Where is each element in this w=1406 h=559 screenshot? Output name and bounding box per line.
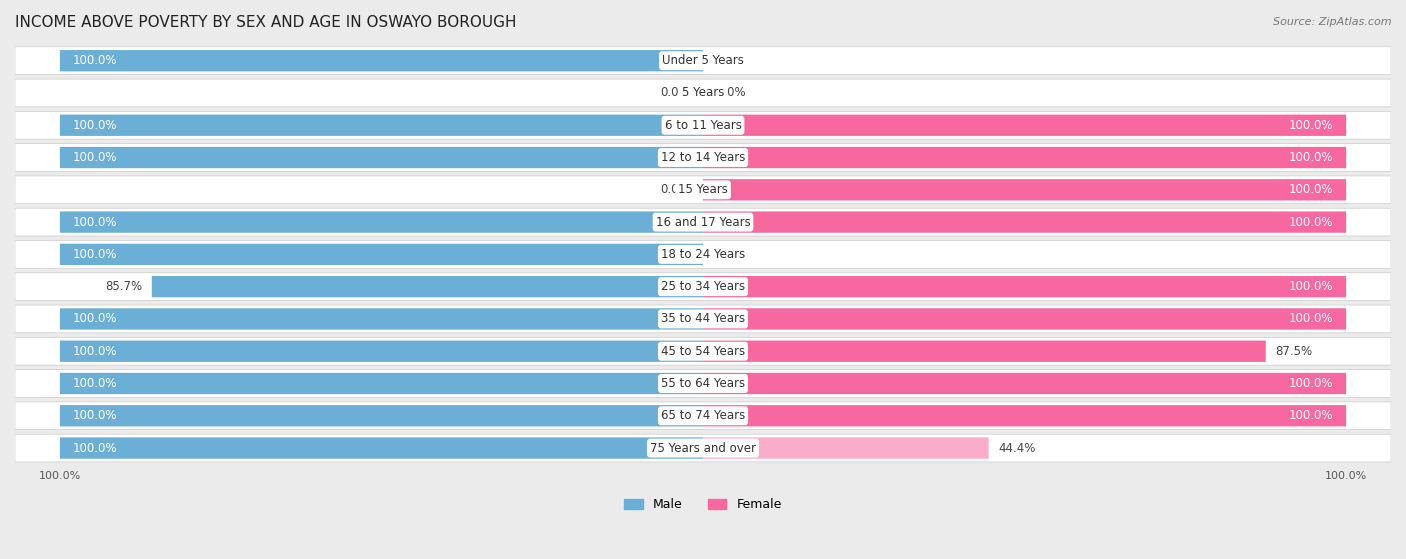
FancyBboxPatch shape (152, 276, 703, 297)
FancyBboxPatch shape (15, 273, 1391, 301)
Text: 100.0%: 100.0% (73, 119, 117, 132)
FancyBboxPatch shape (703, 405, 1346, 427)
FancyBboxPatch shape (703, 340, 1265, 362)
FancyBboxPatch shape (60, 211, 703, 233)
Text: 100.0%: 100.0% (1289, 119, 1333, 132)
FancyBboxPatch shape (15, 337, 1391, 365)
Text: 100.0%: 100.0% (73, 151, 117, 164)
FancyBboxPatch shape (15, 111, 1391, 139)
Text: 15 Years: 15 Years (678, 183, 728, 196)
FancyBboxPatch shape (60, 373, 703, 394)
Text: 0.0%: 0.0% (716, 87, 745, 100)
Text: 0.0%: 0.0% (661, 183, 690, 196)
Text: Under 5 Years: Under 5 Years (662, 54, 744, 67)
Text: 100.0%: 100.0% (73, 377, 117, 390)
FancyBboxPatch shape (703, 437, 988, 459)
Text: 16 and 17 Years: 16 and 17 Years (655, 216, 751, 229)
Text: 0.0%: 0.0% (716, 248, 745, 261)
Text: 100.0%: 100.0% (73, 345, 117, 358)
FancyBboxPatch shape (15, 144, 1391, 172)
Text: 100.0%: 100.0% (73, 409, 117, 422)
FancyBboxPatch shape (703, 373, 1346, 394)
FancyBboxPatch shape (703, 211, 1346, 233)
Text: 45 to 54 Years: 45 to 54 Years (661, 345, 745, 358)
FancyBboxPatch shape (703, 179, 1346, 201)
Text: 18 to 24 Years: 18 to 24 Years (661, 248, 745, 261)
Text: 65 to 74 Years: 65 to 74 Years (661, 409, 745, 422)
Text: 100.0%: 100.0% (1289, 216, 1333, 229)
Text: 12 to 14 Years: 12 to 14 Years (661, 151, 745, 164)
FancyBboxPatch shape (15, 176, 1391, 203)
FancyBboxPatch shape (703, 115, 1346, 136)
FancyBboxPatch shape (60, 405, 703, 427)
Text: INCOME ABOVE POVERTY BY SEX AND AGE IN OSWAYO BOROUGH: INCOME ABOVE POVERTY BY SEX AND AGE IN O… (15, 15, 516, 30)
Text: Source: ZipAtlas.com: Source: ZipAtlas.com (1274, 17, 1392, 27)
Text: 6 to 11 Years: 6 to 11 Years (665, 119, 741, 132)
Text: 0.0%: 0.0% (661, 87, 690, 100)
Text: 100.0%: 100.0% (1289, 312, 1333, 325)
FancyBboxPatch shape (60, 50, 703, 72)
Text: 100.0%: 100.0% (1289, 151, 1333, 164)
Text: 85.7%: 85.7% (105, 280, 142, 293)
Text: 100.0%: 100.0% (1289, 280, 1333, 293)
FancyBboxPatch shape (60, 437, 703, 459)
FancyBboxPatch shape (703, 276, 1346, 297)
FancyBboxPatch shape (60, 244, 703, 265)
Text: 87.5%: 87.5% (1275, 345, 1312, 358)
Text: 0.0%: 0.0% (716, 54, 745, 67)
FancyBboxPatch shape (15, 79, 1391, 107)
FancyBboxPatch shape (15, 434, 1391, 462)
Text: 100.0%: 100.0% (73, 312, 117, 325)
Text: 100.0%: 100.0% (1289, 409, 1333, 422)
Text: 100.0%: 100.0% (39, 471, 82, 481)
FancyBboxPatch shape (15, 47, 1391, 74)
FancyBboxPatch shape (60, 308, 703, 330)
Text: 100.0%: 100.0% (73, 442, 117, 454)
FancyBboxPatch shape (60, 115, 703, 136)
FancyBboxPatch shape (15, 240, 1391, 268)
Text: 100.0%: 100.0% (73, 54, 117, 67)
Text: 5 Years: 5 Years (682, 87, 724, 100)
Text: 100.0%: 100.0% (1289, 183, 1333, 196)
Legend: Male, Female: Male, Female (619, 493, 787, 517)
Text: 44.4%: 44.4% (998, 442, 1035, 454)
FancyBboxPatch shape (703, 308, 1346, 330)
FancyBboxPatch shape (15, 305, 1391, 333)
Text: 55 to 64 Years: 55 to 64 Years (661, 377, 745, 390)
Text: 25 to 34 Years: 25 to 34 Years (661, 280, 745, 293)
FancyBboxPatch shape (60, 147, 703, 168)
FancyBboxPatch shape (703, 147, 1346, 168)
FancyBboxPatch shape (15, 369, 1391, 397)
Text: 100.0%: 100.0% (73, 248, 117, 261)
FancyBboxPatch shape (15, 402, 1391, 430)
Text: 75 Years and over: 75 Years and over (650, 442, 756, 454)
Text: 100.0%: 100.0% (1324, 471, 1367, 481)
FancyBboxPatch shape (15, 208, 1391, 236)
Text: 35 to 44 Years: 35 to 44 Years (661, 312, 745, 325)
FancyBboxPatch shape (60, 340, 703, 362)
Text: 100.0%: 100.0% (73, 216, 117, 229)
Text: 100.0%: 100.0% (1289, 377, 1333, 390)
